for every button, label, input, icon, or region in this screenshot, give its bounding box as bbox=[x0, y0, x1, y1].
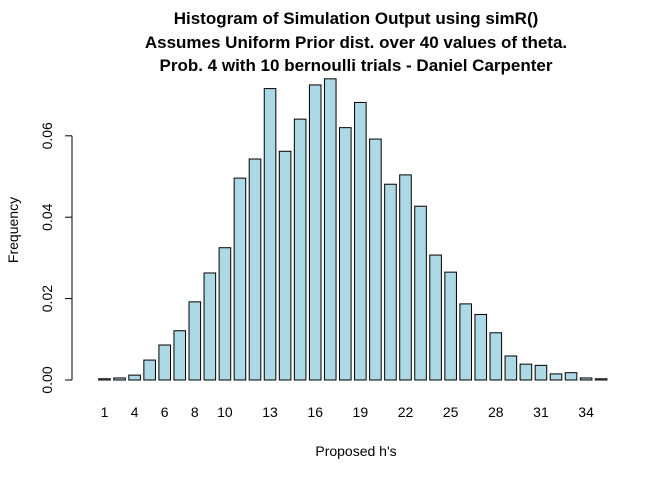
histogram-bar bbox=[519, 363, 533, 381]
histogram-bar bbox=[188, 301, 202, 381]
histogram-bar bbox=[489, 332, 503, 381]
histogram-bar bbox=[504, 355, 518, 381]
y-tick-label: 0.06 bbox=[39, 122, 55, 149]
histogram-bar bbox=[158, 344, 171, 381]
histogram-bar bbox=[474, 313, 488, 381]
histogram-bar bbox=[218, 247, 232, 381]
histogram-bar bbox=[459, 303, 472, 381]
x-tick-label: 19 bbox=[353, 404, 369, 420]
x-tick-label: 10 bbox=[217, 404, 233, 420]
histogram-bar bbox=[444, 271, 457, 381]
bar-group bbox=[98, 78, 608, 381]
histogram-bar bbox=[278, 150, 292, 381]
histogram-bar bbox=[579, 377, 593, 381]
histogram-bar bbox=[594, 378, 608, 381]
histogram-bar bbox=[233, 177, 247, 381]
histogram-bar bbox=[308, 84, 322, 381]
y-tick-label: 0.02 bbox=[39, 285, 55, 312]
chart-title-line-2: Assumes Uniform Prior dist. over 40 valu… bbox=[145, 33, 567, 52]
chart-title-line-3: Prob. 4 with 10 bernoulli trials - Danie… bbox=[160, 56, 553, 75]
chart-title-group: Histogram of Simulation Output using sim… bbox=[145, 9, 567, 75]
histogram-bar bbox=[323, 78, 337, 381]
histogram-bar bbox=[173, 330, 187, 381]
histogram-bar bbox=[534, 364, 548, 381]
y-axis: 0.00 0.02 0.04 0.06 bbox=[39, 122, 73, 394]
x-tick-label: 22 bbox=[398, 404, 414, 420]
histogram-bar bbox=[354, 101, 367, 381]
chart-title-line-1: Histogram of Simulation Output using sim… bbox=[174, 9, 539, 28]
histogram-bar bbox=[143, 359, 156, 381]
x-axis-title: Proposed h's bbox=[315, 443, 396, 459]
histogram-bar bbox=[339, 127, 352, 381]
x-tick-label: 1 bbox=[101, 404, 109, 420]
x-tick-label: 31 bbox=[533, 404, 549, 420]
y-axis-title: Frequency bbox=[5, 197, 21, 263]
histogram-bar bbox=[98, 378, 111, 381]
histogram-bar bbox=[248, 158, 262, 381]
x-tick-label: 4 bbox=[131, 404, 139, 420]
histogram-bar bbox=[263, 88, 277, 381]
histogram-bar bbox=[399, 174, 412, 381]
histogram-bar bbox=[293, 118, 307, 381]
x-tick-label: 28 bbox=[488, 404, 504, 420]
y-tick-label: 0.00 bbox=[39, 366, 55, 393]
histogram-bar bbox=[369, 138, 382, 381]
x-axis-labels: 1 4 6 8 10 13 16 19 22 25 28 31 34 bbox=[101, 404, 594, 420]
histogram-bar bbox=[203, 272, 217, 381]
x-tick-label: 25 bbox=[443, 404, 459, 420]
histogram-bar bbox=[549, 373, 563, 381]
histogram-bar bbox=[128, 374, 141, 381]
x-tick-label: 13 bbox=[262, 404, 278, 420]
histogram-bar bbox=[429, 254, 442, 381]
x-tick-label: 8 bbox=[191, 404, 199, 420]
histogram-bar bbox=[414, 205, 427, 381]
y-tick-label: 0.04 bbox=[39, 203, 55, 230]
x-tick-label: 16 bbox=[307, 404, 323, 420]
x-tick-label: 6 bbox=[161, 404, 169, 420]
x-tick-label: 34 bbox=[578, 404, 594, 420]
histogram-bar bbox=[113, 377, 126, 381]
histogram-bar bbox=[564, 372, 578, 381]
histogram-bar bbox=[384, 183, 397, 381]
